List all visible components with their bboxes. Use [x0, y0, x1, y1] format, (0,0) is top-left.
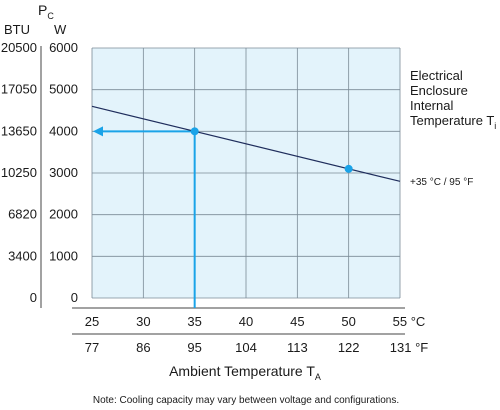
y-tick-label-btu-2: 6820 [8, 207, 37, 222]
x-tick-label-c-1: 30 [136, 314, 150, 329]
y-tick-label-w-2: 2000 [49, 207, 78, 222]
data-point-0 [190, 127, 199, 136]
y-tick-label-w-1: 1000 [49, 248, 78, 263]
annotation-line-4: Temperature T [410, 113, 494, 128]
x-tick-label-f-3: 104 [235, 340, 257, 355]
y-tick-label-btu-4: 13650 [1, 123, 37, 138]
series-label: +35 °C / 95 °F [410, 177, 473, 188]
x-tick-label-f-4: 113 [287, 340, 308, 355]
annotation-title: Electrical Enclosure Internal Temperatur… [410, 68, 496, 131]
y-left-unit: BTU [4, 22, 30, 37]
guide-arrowhead [93, 126, 103, 137]
footnote: Note: Cooling capacity may vary between … [93, 395, 399, 406]
y-tick-label-btu-1: 3400 [8, 248, 37, 263]
x-tick-label-c-4: 45 [290, 314, 304, 329]
x-tick-label-c-5: 50 [341, 314, 355, 329]
x-tick-label-f-1: 86 [136, 340, 150, 355]
y-quantity-label: PC [38, 2, 54, 21]
annotation-line-3: Internal [410, 98, 453, 113]
annotation-line-1: Electrical [410, 68, 463, 83]
x-tick-label-c-6: 55 °C [393, 314, 426, 329]
x-axis-title: Ambient Temperature TA [169, 363, 321, 382]
x-tick-label-f-6: 131 °F [390, 340, 429, 355]
annotation-subscript: i [494, 121, 496, 131]
x-tick-label-f-2: 95 [187, 340, 201, 355]
x-tick-label-f-5: 122 [338, 340, 360, 355]
y-tick-label-btu-3: 10250 [1, 165, 37, 180]
y-tick-label-btu-0: 0 [30, 290, 37, 305]
y-tick-label-w-4: 4000 [49, 123, 78, 138]
y-tick-label-btu-5: 17050 [1, 82, 37, 97]
y-tick-label-w-5: 5000 [49, 82, 78, 97]
y-tick-label-btu-6: 20500 [1, 40, 37, 55]
y-right-unit: W [54, 22, 67, 37]
x-tick-label-c-0: 25 [85, 314, 99, 329]
x-tick-label-c-2: 35 [187, 314, 201, 329]
x-tick-label-c-3: 40 [239, 314, 253, 329]
data-point-1 [344, 164, 353, 173]
y-tick-label-w-6: 6000 [49, 40, 78, 55]
y-tick-label-w-3: 3000 [49, 165, 78, 180]
x-tick-labels: 25 77 30 86 35 95 40 104 45 113 50 122 55 °C 131 °F [85, 314, 429, 355]
y-tick-label-w-0: 0 [71, 290, 78, 305]
y-tick-labels: 0 0 1000 3400 2000 6820 3000 10250 4000 13650 5000… [1, 40, 78, 305]
x-tick-label-f-0: 77 [85, 340, 99, 355]
series-layer [91, 105, 401, 308]
annotation-line-2: Enclosure [410, 83, 468, 98]
